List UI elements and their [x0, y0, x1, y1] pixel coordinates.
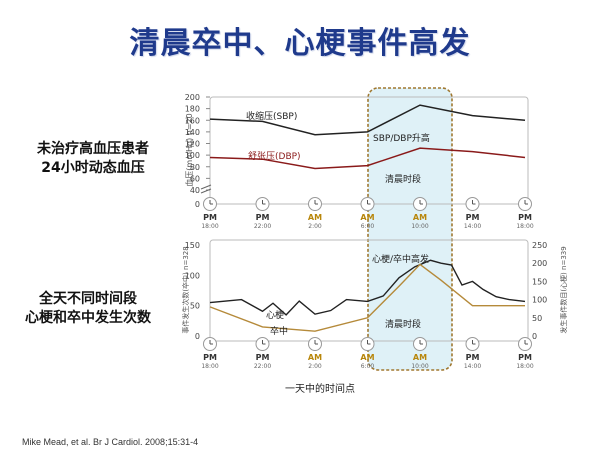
period-label: AM — [413, 353, 427, 362]
stroke-line — [209, 263, 525, 332]
bp-label-line2: 24小时动态血压 — [41, 160, 145, 176]
bp-y-tick-label: 140 — [185, 128, 200, 137]
period-label: AM — [360, 213, 374, 222]
time-label: 10:00 — [411, 223, 428, 230]
event-label-line1: 全天不同时间段 — [39, 291, 137, 307]
clock-icon — [360, 337, 375, 351]
slide-title: 清晨卒中、心梗事件高发 — [129, 26, 471, 61]
bp-y-tick-label: 160 — [185, 116, 200, 125]
event-left-tick-label: 100 — [185, 271, 200, 280]
time-label: 6:00 — [361, 363, 375, 370]
bp-y-tick-label: 100 — [185, 151, 200, 160]
citation: Mike Mead, et al. Br J Cardiol. 2008;15:… — [22, 437, 199, 447]
time-label: 10:00 — [411, 363, 428, 370]
time-label: 18:00 — [201, 363, 218, 370]
clock-icon — [203, 197, 217, 211]
event-chart-side-label: 全天不同时间段 心梗和卒中发生次数 — [8, 290, 168, 328]
period-label: PM — [256, 213, 270, 222]
bp-y-axis-label: 血压(mmHg) n=20 — [184, 113, 194, 186]
event-right-axis-label: 发生事件数目(心梗) n=339 — [559, 246, 568, 333]
time-label: 14:00 — [464, 223, 481, 230]
sbp-line — [209, 104, 526, 136]
period-label: PM — [518, 213, 532, 222]
time-label: 2:00 — [308, 363, 322, 370]
clock-icon — [518, 337, 532, 351]
time-label: 22:00 — [254, 223, 271, 230]
time-label: 2:00 — [308, 223, 322, 230]
event-right-tick-label: 0 — [532, 332, 537, 341]
event-right-tick-label: 200 — [532, 259, 547, 268]
period-label: AM — [308, 213, 322, 222]
clock-icon — [413, 197, 427, 211]
bp-y-tick-label: 80 — [190, 163, 200, 172]
event-left-tick-label: 0 — [195, 332, 200, 341]
dbp-line — [209, 147, 526, 170]
event-left-tick-label: 50 — [190, 302, 200, 311]
clock-icon — [360, 197, 375, 211]
x-axis-label: 一天中的时间点 — [285, 382, 355, 395]
bp-y-tick-label: 0 — [195, 200, 200, 209]
period-label: PM — [256, 353, 270, 362]
period-label: AM — [308, 353, 322, 362]
period-label: PM — [466, 213, 480, 222]
bp-y-tick-label: 180 — [185, 105, 200, 114]
time-label: 18:00 — [516, 363, 533, 370]
bp-label-line1: 未治疗高血压患者 — [37, 141, 149, 157]
event-left-y-ticks: 0 50 100 150 — [185, 241, 200, 341]
clock-icon — [308, 197, 322, 211]
clock-icon — [413, 337, 427, 351]
period-label: PM — [203, 353, 217, 362]
period-label: PM — [203, 213, 217, 222]
event-left-tick-label: 150 — [185, 241, 200, 250]
event-left-axis-label: 事件发生次数(卒中) n=328 — [181, 246, 190, 333]
clock-icon — [465, 197, 480, 211]
bp-y-ticks: 0 40 60 80 100 120 140 160 180 200 — [185, 93, 210, 209]
bp-time-axis: PM18:00PM22:00AM2:00AM6:00AM10:00PM14:00… — [201, 197, 534, 230]
event-right-tick-label: 50 — [532, 314, 542, 323]
event-peak-annotation: 心梗/卒中高发 — [372, 253, 429, 265]
period-label: PM — [518, 353, 532, 362]
time-label: 18:00 — [201, 223, 218, 230]
dbp-series-label: 舒张压(DBP) — [248, 150, 301, 162]
time-label: 22:00 — [254, 363, 271, 370]
clock-icon — [255, 337, 270, 351]
time-label: 18:00 — [516, 223, 533, 230]
period-label: PM — [466, 353, 480, 362]
mi-series-label: 心梗 — [266, 309, 284, 321]
event-series — [209, 259, 526, 332]
event-right-tick-label: 250 — [532, 241, 547, 250]
event-time-axis: PM18:00PM22:00AM2:00AM6:00AM10:00PM14:00… — [201, 337, 534, 370]
event-morning-annotation: 清晨时段 — [385, 318, 421, 330]
clock-icon — [518, 197, 532, 211]
bp-y-tick-label: 40 — [190, 186, 200, 195]
event-label-line2: 心梗和卒中发生次数 — [25, 310, 151, 326]
event-right-tick-label: 150 — [532, 277, 547, 286]
clock-icon — [203, 337, 217, 351]
bp-y-tick-label: 60 — [190, 174, 200, 183]
time-label: 6:00 — [361, 223, 375, 230]
bp-rise-annotation: SBP/DBP升高 — [373, 132, 430, 144]
period-label: AM — [360, 353, 374, 362]
event-right-y-ticks: 0 50 100 150 200 250 — [532, 241, 547, 341]
bp-chart-side-label: 未治疗高血压患者 24小时动态血压 — [24, 140, 162, 178]
clock-icon — [255, 197, 270, 211]
bp-y-tick-label: 200 — [185, 93, 200, 102]
time-label: 14:00 — [464, 363, 481, 370]
clock-icon — [308, 337, 322, 351]
event-right-tick-label: 100 — [532, 296, 547, 305]
axis-break-icon — [200, 184, 212, 194]
clock-icon — [465, 337, 480, 351]
stroke-series-label: 卒中 — [270, 325, 288, 337]
sbp-series-label: 收缩压(SBP) — [246, 110, 297, 122]
period-label: AM — [413, 213, 427, 222]
bp-morning-annotation: 清晨时段 — [385, 173, 421, 185]
mi-line — [209, 259, 526, 316]
bp-series — [209, 104, 526, 170]
bp-y-tick-label: 120 — [185, 140, 200, 149]
